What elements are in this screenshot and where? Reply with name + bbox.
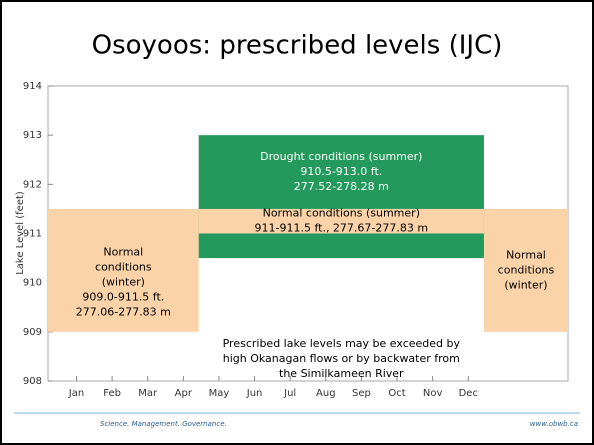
x-tick-label: Aug <box>316 388 336 399</box>
y-tick-label: 912 <box>23 179 42 190</box>
x-tick-label: Jul <box>283 388 296 399</box>
region <box>483 208 568 332</box>
x-tick-label: May <box>209 388 230 399</box>
footer-url: www.obwb.ca <box>530 420 578 428</box>
region <box>48 208 199 332</box>
x-tick-label: Nov <box>423 388 443 399</box>
region-label: 911-911.5 ft., 277.67-277.83 m <box>255 222 429 235</box>
x-tick-label: Jun <box>246 388 263 399</box>
region-label: 909.0-911.5 ft. <box>82 290 164 303</box>
region <box>198 135 484 259</box>
x-tick-label: Oct <box>388 388 405 399</box>
y-tick-label: 914 <box>23 81 42 92</box>
region-label: Drought conditions (summer) <box>260 150 422 163</box>
x-tick-label: Mar <box>138 388 158 399</box>
region-label: conditions <box>95 260 152 273</box>
y-axis-label: Lake Level (feet) <box>15 191 26 275</box>
region-label: 277.52-278.28 m <box>294 180 389 193</box>
note: the Similkameen River <box>279 367 404 380</box>
y-tick-label: 911 <box>23 229 42 240</box>
footer-tagline: Science. Management. Governance. <box>100 420 227 428</box>
x-tick-label: Dec <box>459 388 478 399</box>
region-label: 277.06-277.83 m <box>76 305 171 318</box>
region-label: Normal <box>506 248 546 261</box>
region-label: Normal <box>103 245 143 258</box>
x-tick-label: Feb <box>103 388 121 399</box>
region-label: (winter) <box>102 275 145 288</box>
y-tick-label: 913 <box>23 130 42 141</box>
region <box>198 208 484 234</box>
y-tick-label: 908 <box>23 376 42 387</box>
x-tick-label: Apr <box>175 388 193 399</box>
note: Prescribed lake levels may be exceeded b… <box>223 337 461 350</box>
region-label: 910.5-913.0 ft. <box>300 165 382 178</box>
region-label: conditions <box>498 263 555 276</box>
region-label: (winter) <box>504 278 547 291</box>
x-tick-label: Jan <box>68 388 84 399</box>
y-tick-label: 910 <box>23 278 42 289</box>
x-tick-label: Sep <box>352 388 371 399</box>
region-label: Normal conditions (summer) <box>263 207 420 220</box>
slide-title: Osoyoos: prescribed levels (IJC) <box>92 31 503 61</box>
y-tick-label: 909 <box>23 327 42 338</box>
note: high Okanagan flows or by backwater from <box>223 352 460 365</box>
